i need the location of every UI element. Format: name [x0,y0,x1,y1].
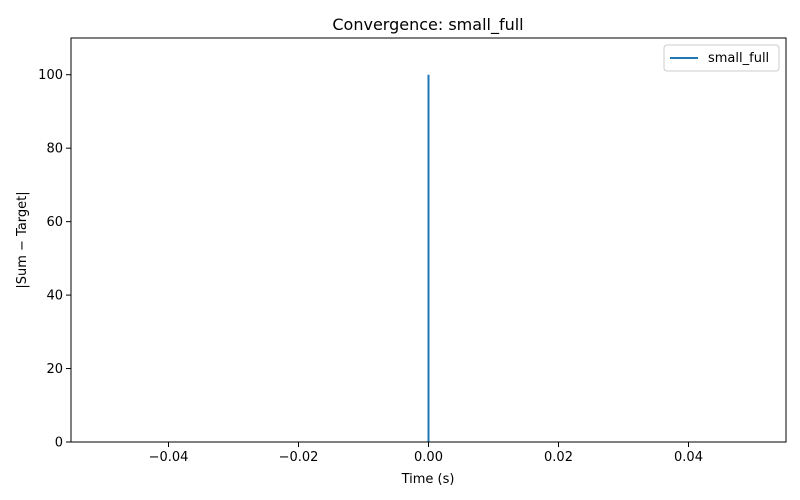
x-tick-label: −0.04 [149,450,189,465]
y-tick-label: 100 [38,68,63,83]
legend: small_full [663,44,780,72]
y-tick-label: 40 [46,289,63,304]
x-tick-label: −0.02 [279,450,319,465]
legend-entry-small_full: small_full [708,51,769,66]
y-tick-label: 0 [55,436,63,451]
y-axis-label: |Sum − Target| [15,191,30,288]
x-ticks: −0.04 −0.02 0.00 0.02 0.04 [149,442,703,465]
y-ticks: 0 20 40 60 80 100 [38,68,71,451]
x-tick-label: 0.04 [674,450,703,465]
y-tick-label: 80 [46,142,63,157]
y-tick-label: 20 [46,362,63,377]
x-tick-label: 0.02 [544,450,573,465]
plot-frame [70,37,787,443]
legend-box [663,44,780,72]
x-axis-label: Time (s) [401,472,455,487]
x-tick-label: 0.00 [414,450,443,465]
chart-title: Convergence: small_full [332,15,523,35]
y-tick-label: 60 [46,215,63,230]
